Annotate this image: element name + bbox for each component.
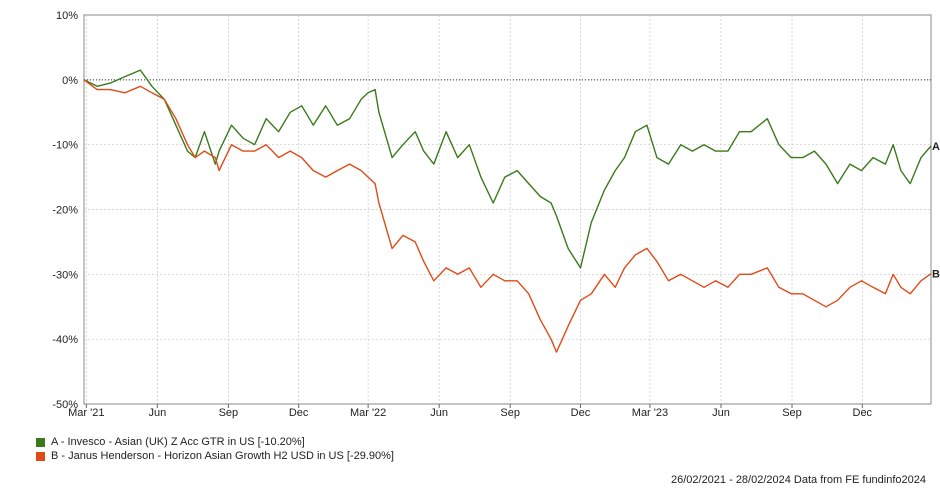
x-tick-label: Jun	[712, 407, 730, 419]
x-tick-label: Sep	[782, 407, 802, 419]
x-tick-label: Mar '21	[68, 407, 104, 419]
x-tick-label: Mar '23	[632, 407, 668, 419]
x-tick-label: Dec	[571, 407, 591, 419]
x-tick-label: Dec	[853, 407, 873, 419]
series-end-label-a: A	[932, 141, 940, 153]
legend: A - Invesco - Asian (UK) Z Acc GTR in US…	[36, 435, 394, 463]
x-tick-label: Jun	[148, 407, 166, 419]
y-tick-label: -20%	[52, 205, 78, 217]
legend-swatch-a	[36, 437, 45, 447]
x-tick-label: Sep	[500, 407, 520, 419]
data-source-footer: 26/02/2021 - 28/02/2024 Data from FE fun…	[670, 474, 926, 486]
series-line-a	[83, 69, 932, 269]
legend-item-a: A - Invesco - Asian (UK) Z Acc GTR in US…	[36, 435, 394, 449]
y-tick-label: -30%	[52, 269, 78, 281]
legend-label-b: B - Janus Henderson - Horizon Asian Grow…	[51, 450, 394, 462]
x-tick-label: Jun	[430, 407, 448, 419]
legend-label-a: A - Invesco - Asian (UK) Z Acc GTR in US…	[51, 436, 305, 448]
x-tick-label: Dec	[289, 407, 309, 419]
series-line-b	[83, 79, 932, 353]
x-tick-label: Sep	[219, 407, 239, 419]
line-chart: 10% 0% -10% -20% -30% -40% -50%Mar '21 Jun Sep De…	[52, 10, 940, 419]
x-tick-label: Mar '22	[350, 407, 386, 419]
y-tick-label: -50%	[52, 399, 78, 411]
legend-item-b: B - Janus Henderson - Horizon Asian Grow…	[36, 449, 394, 463]
legend-swatch-b	[36, 451, 45, 461]
y-tick-label: -10%	[52, 140, 78, 152]
y-tick-label: -40%	[52, 334, 78, 346]
y-tick-label: 10%	[56, 10, 78, 22]
series-end-label-b: B	[932, 269, 940, 281]
y-tick-label: 0%	[62, 75, 78, 87]
plot-area	[83, 14, 932, 405]
